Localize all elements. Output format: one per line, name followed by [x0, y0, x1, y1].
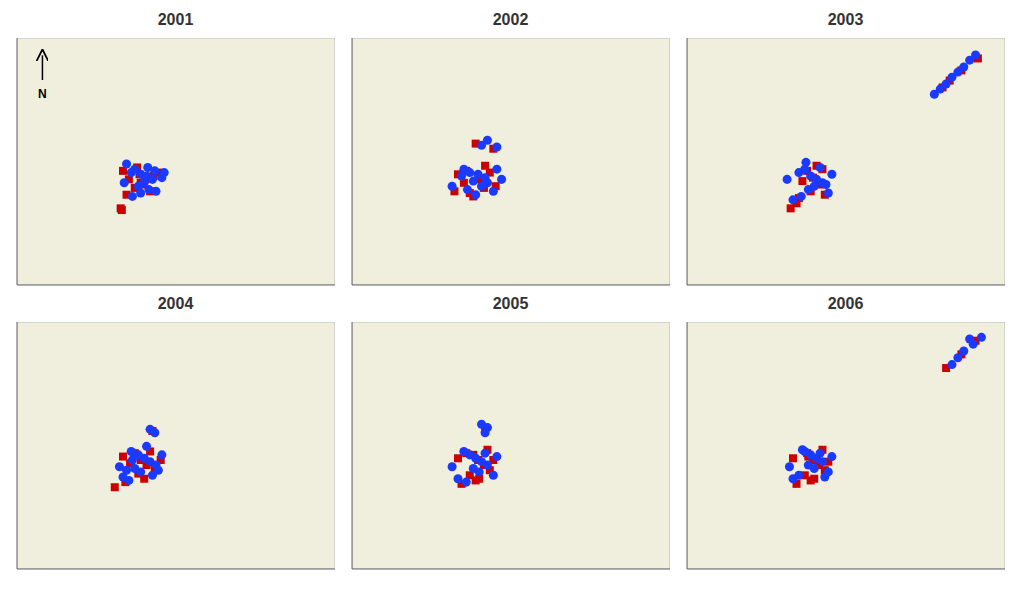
html-text:2002: 2002: [492, 11, 529, 28]
html-text:2003: 2003: [827, 11, 864, 28]
html-text:2004: 2004: [157, 295, 194, 312]
html-text:2006: 2006: [827, 295, 864, 312]
svg-text:N: N: [38, 87, 47, 101]
html-text:2001: 2001: [157, 11, 194, 28]
html-text:2005: 2005: [492, 295, 529, 312]
